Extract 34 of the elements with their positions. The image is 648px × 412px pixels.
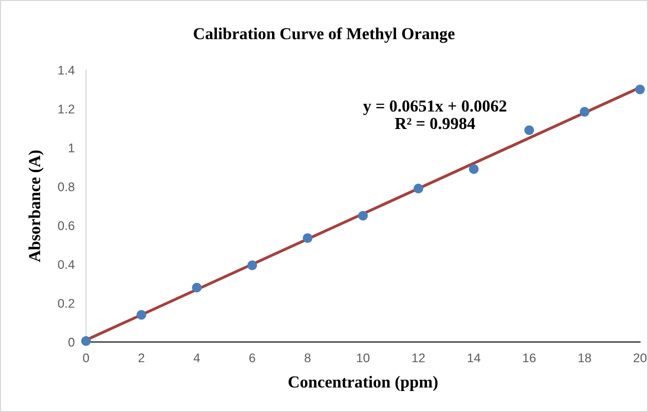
chart-title: Calibration Curve of Methyl Orange [194,27,455,43]
y-tick-label: 1.4 [58,66,75,75]
annotation: y = 0.0651x + 0.0062 R² = 0.9984 [363,100,506,130]
point [580,106,590,117]
x-tick-label: 6 [249,353,256,362]
y-axis-title: Absorbance (A) [28,150,44,262]
x-tick-label: 12 [412,353,425,362]
point [414,184,424,194]
point [302,233,312,243]
y-tick-label: 1.2 [58,104,74,114]
y-tick-label: 0.6 [58,221,74,230]
y-tick-label: 0 [68,338,74,347]
point [247,260,258,270]
point [192,282,202,292]
x-tick-label: 20 [634,353,646,362]
x-tick-label: 2 [138,353,144,362]
x-tick-label: 14 [468,354,480,362]
point [136,310,146,320]
x-axis-title: Concentration (ppm) [288,376,438,391]
x-tick-label: 18 [578,353,592,362]
y-tick-label: 0.2 [58,298,74,308]
point [81,336,91,346]
point [635,84,645,94]
x-tick-label: 4 [194,354,200,362]
x-tick-label: 0 [83,353,89,362]
y-tick-label: 1 [68,144,74,152]
point [468,164,479,174]
x-tick-label: 16 [523,353,536,362]
y-tick-label: 0.8 [58,182,74,192]
x-tick-label: 10 [357,353,370,362]
x-tick-label: 8 [304,353,311,362]
y-tick-label: 0.4 [58,260,75,269]
point [358,210,368,221]
point [524,125,534,136]
